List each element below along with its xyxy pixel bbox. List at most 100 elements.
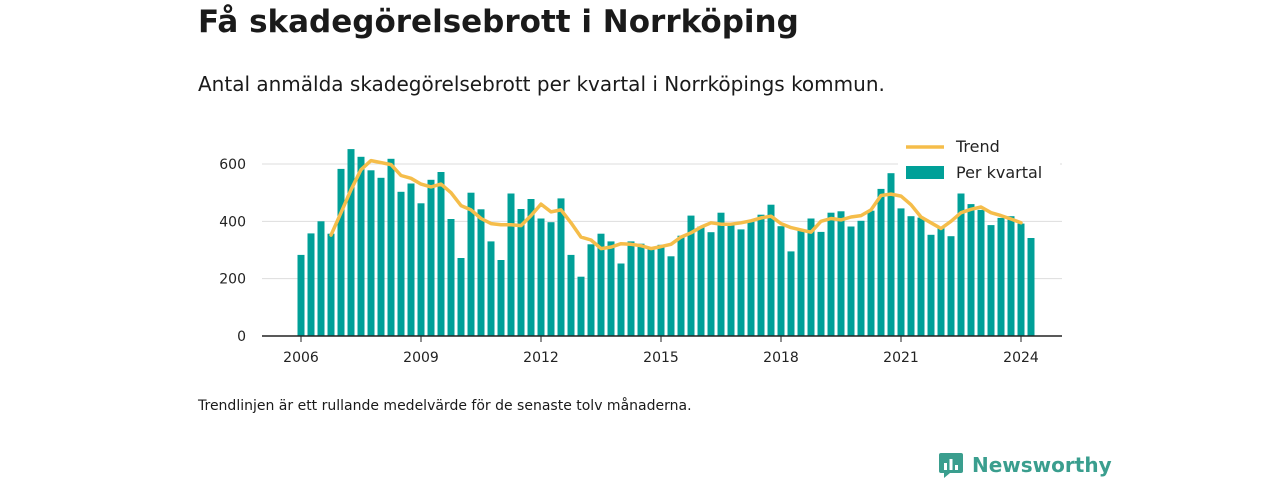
legend-label-bars: Per kvartal bbox=[956, 163, 1042, 182]
bar bbox=[697, 226, 705, 336]
bar bbox=[647, 247, 655, 336]
bar-series bbox=[297, 149, 1035, 336]
bar bbox=[977, 209, 985, 336]
bar bbox=[327, 233, 335, 336]
bar bbox=[467, 192, 475, 336]
bar bbox=[597, 233, 605, 336]
bar bbox=[777, 226, 785, 336]
chart-title: Få skadegörelsebrott i Norrköping bbox=[198, 4, 799, 40]
x-tick-label: 2009 bbox=[403, 350, 439, 366]
bar bbox=[787, 251, 795, 336]
bar bbox=[587, 244, 595, 336]
bar bbox=[897, 208, 905, 336]
bar bbox=[937, 227, 945, 336]
bar bbox=[767, 204, 775, 336]
y-tick-label: 400 bbox=[219, 214, 246, 230]
bar bbox=[827, 212, 835, 336]
bar bbox=[687, 215, 695, 336]
newsworthy-logo[interactable]: Newsworthy bbox=[938, 450, 1112, 480]
y-tick-label: 600 bbox=[219, 157, 246, 173]
bar bbox=[867, 210, 875, 336]
bar bbox=[957, 193, 965, 336]
bar bbox=[447, 219, 455, 336]
bar bbox=[407, 183, 415, 336]
bar-chart-speech-bubble-icon bbox=[939, 453, 963, 478]
bar bbox=[967, 204, 975, 336]
x-tick-label: 2012 bbox=[523, 350, 559, 366]
x-tick-label: 2006 bbox=[283, 350, 319, 366]
x-tick-label: 2021 bbox=[883, 350, 919, 366]
bar bbox=[627, 241, 635, 336]
bar bbox=[547, 222, 555, 336]
bar bbox=[887, 173, 895, 336]
bar bbox=[757, 214, 765, 336]
legend: Trend Per kvartal bbox=[898, 130, 1060, 188]
bar bbox=[707, 232, 715, 336]
bar bbox=[807, 218, 815, 336]
bar bbox=[747, 221, 755, 336]
bar bbox=[567, 254, 575, 336]
bar bbox=[727, 222, 735, 336]
bar bbox=[297, 254, 305, 336]
bar bbox=[917, 217, 925, 336]
y-tick-label: 0 bbox=[237, 329, 246, 345]
bar bbox=[477, 209, 485, 336]
bar bbox=[737, 229, 745, 336]
x-tick-label: 2015 bbox=[643, 350, 679, 366]
bar bbox=[927, 234, 935, 336]
bar bbox=[377, 177, 385, 336]
legend-swatch-bars bbox=[906, 166, 944, 179]
bar bbox=[857, 220, 865, 336]
bar bbox=[607, 241, 615, 336]
x-tick-label: 2024 bbox=[1003, 350, 1039, 366]
bar bbox=[907, 216, 915, 336]
bar bbox=[397, 191, 405, 336]
x-tick-label: 2018 bbox=[763, 350, 799, 366]
bar bbox=[997, 217, 1005, 336]
bar bbox=[387, 158, 395, 336]
bar bbox=[1007, 216, 1015, 336]
bar bbox=[507, 193, 515, 336]
bar bbox=[317, 221, 325, 336]
bar bbox=[337, 168, 345, 336]
bar bbox=[487, 241, 495, 336]
bar bbox=[1027, 238, 1035, 336]
bar bbox=[847, 226, 855, 336]
bar bbox=[877, 188, 885, 336]
bar bbox=[307, 233, 315, 336]
bar bbox=[527, 199, 535, 336]
bar bbox=[347, 149, 355, 336]
bar bbox=[717, 212, 725, 336]
bar bbox=[797, 229, 805, 336]
chart-subtitle: Antal anmälda skadegörelsebrott per kvar… bbox=[198, 72, 885, 96]
bar bbox=[437, 172, 445, 336]
bar bbox=[617, 263, 625, 336]
bar bbox=[367, 170, 375, 336]
brand-name: Newsworthy bbox=[972, 453, 1112, 477]
bar bbox=[497, 260, 505, 336]
bar bbox=[817, 231, 825, 336]
axes: 0 200 400 600 2006 2009 2012 2015 2018 2021 2024 bbox=[219, 157, 1062, 366]
trend-series bbox=[329, 158, 1023, 251]
bar bbox=[557, 198, 565, 336]
trend-line bbox=[329, 158, 1023, 251]
bar bbox=[657, 244, 665, 336]
legend-label-trend: Trend bbox=[955, 137, 1000, 156]
footnote: Trendlinjen är ett rullande medelvärde f… bbox=[198, 398, 692, 414]
bar bbox=[577, 276, 585, 336]
bar bbox=[837, 211, 845, 336]
bar bbox=[517, 209, 525, 336]
bar bbox=[357, 156, 365, 336]
bar bbox=[537, 218, 545, 336]
bar bbox=[417, 203, 425, 336]
bar bbox=[667, 256, 675, 336]
bar bbox=[677, 235, 685, 336]
y-tick-label: 200 bbox=[219, 272, 246, 288]
bar bbox=[947, 236, 955, 336]
bar bbox=[427, 179, 435, 336]
bar bbox=[1017, 223, 1025, 336]
bar bbox=[987, 225, 995, 336]
bar bbox=[457, 258, 465, 336]
bar bbox=[637, 243, 645, 336]
